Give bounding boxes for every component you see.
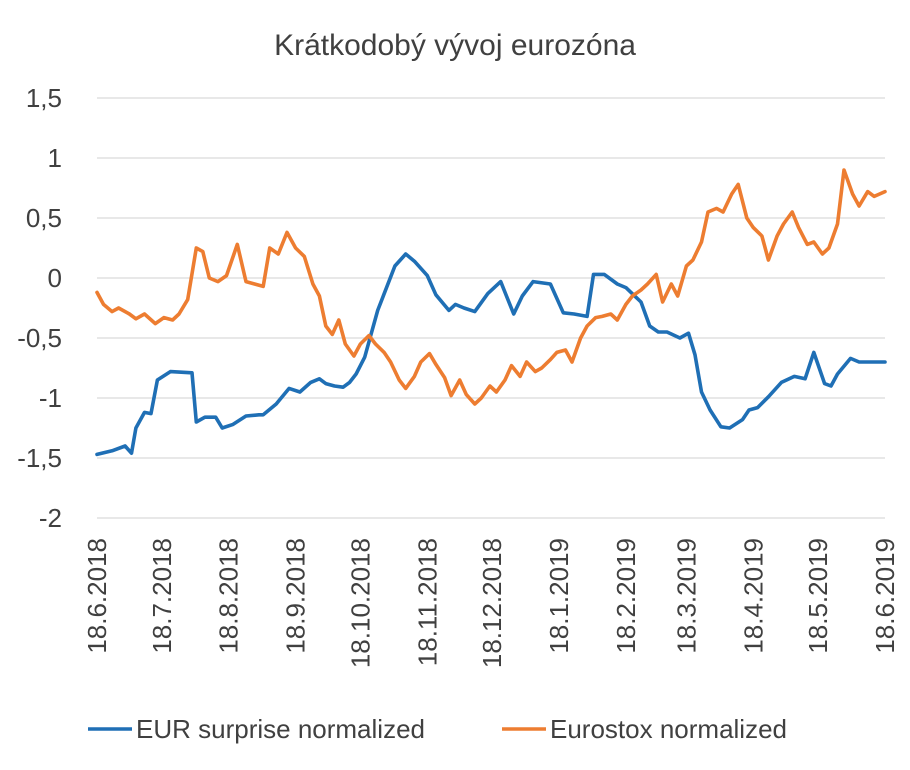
x-tick-label: 18.5.2019 [803,538,833,654]
legend: EUR surprise normalized Eurostox normaliz… [88,714,787,744]
legend-label: EUR surprise normalized [136,714,425,744]
x-tick-label: 18.1.2019 [544,538,574,654]
series-line-eur-surprise [95,252,887,457]
x-tick-label: 18.6.2019 [870,538,900,654]
y-tick-label: 0,5 [26,203,62,233]
x-tick-label: 18.6.2018 [82,538,112,654]
x-tick-label: 18.10.2018 [345,538,375,668]
legend-label: Eurostox normalized [550,714,787,744]
y-tick-label: -1,5 [17,443,62,473]
y-tick-label: -0,5 [17,323,62,353]
x-axis-ticks: 18.6.2018 18.7.2018 18.8.2018 18.9.2018 18.1… [82,538,900,668]
y-axis-ticks: 1,5 1 0,5 0 -0,5 -1 -1,5 -2 [17,83,62,533]
y-tick-label: -2 [39,503,62,533]
grid-lines [97,97,885,519]
chart-title: Krátkodobý vývoj eurozóna [274,29,636,62]
x-tick-label: 18.12.2018 [477,538,507,668]
x-tick-label: 18.8.2018 [214,538,244,654]
x-tick-label: 18.9.2018 [281,538,311,654]
x-tick-label: 18.7.2018 [147,538,177,654]
x-tick-label: 18.3.2019 [671,538,701,654]
x-tick-label: 18.11.2018 [412,538,442,666]
x-tick-label: 18.2.2019 [611,538,641,654]
y-tick-label: -1 [39,383,62,413]
series-line-eurostox [95,168,887,406]
y-tick-label: 1,5 [26,83,62,113]
series-lines [95,168,887,457]
y-tick-label: 1 [48,143,62,173]
x-tick-label: 18.4.2019 [738,538,768,654]
y-tick-label: 0 [48,263,62,293]
